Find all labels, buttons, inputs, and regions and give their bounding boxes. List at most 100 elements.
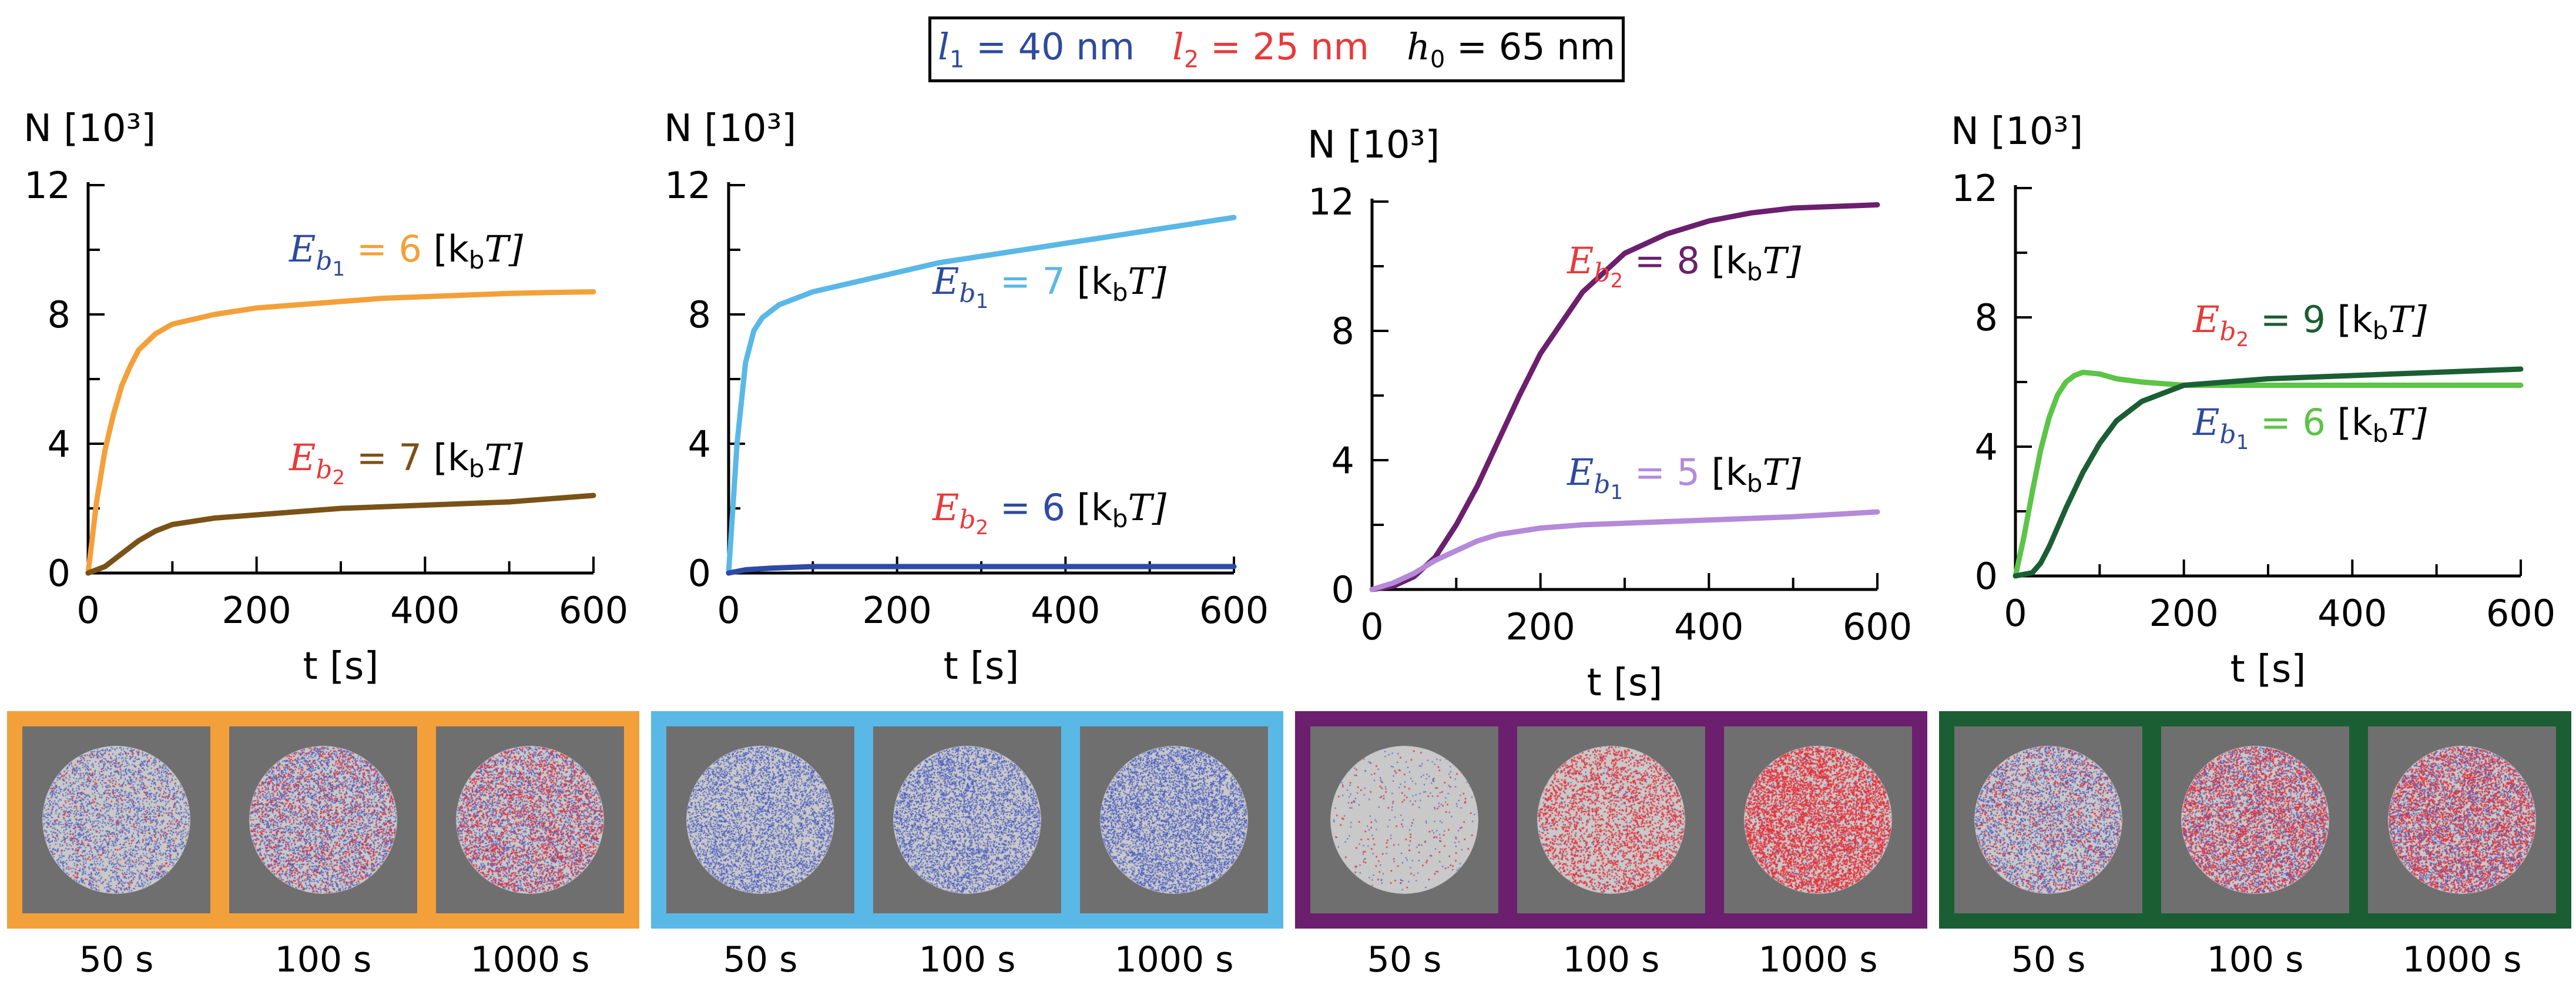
label-part: T] bbox=[484, 227, 523, 270]
label-part: E bbox=[932, 486, 959, 529]
label-part: = 5 bbox=[1623, 451, 1700, 494]
label-part: E bbox=[1567, 451, 1594, 494]
label-part: b bbox=[316, 246, 332, 276]
label-part: b bbox=[1594, 258, 1610, 288]
x-tick-label: 600 bbox=[559, 589, 628, 632]
snapshot-frame bbox=[229, 726, 417, 913]
snapshot-frame bbox=[1954, 726, 2142, 913]
series-label-2: Eb1 = 6 [kbT] bbox=[2192, 401, 2427, 454]
l2-subscript: 2 bbox=[1183, 46, 1199, 73]
snapshot-frame bbox=[2161, 726, 2349, 913]
membrane-disk bbox=[1974, 746, 2122, 894]
label-part: b bbox=[959, 279, 975, 309]
y-tick-label: 12 bbox=[24, 164, 71, 207]
y-tick-label: 8 bbox=[688, 293, 711, 336]
y-tick-label: 4 bbox=[48, 423, 71, 465]
x-tick-label: 400 bbox=[1674, 605, 1743, 648]
l1-param: l1 = 40 nm bbox=[938, 25, 1135, 73]
snapshot-time-label: 50 s bbox=[1367, 939, 1442, 980]
membrane-disk bbox=[2388, 746, 2536, 894]
snapshot-time-label: 100 s bbox=[2206, 939, 2304, 980]
snapshot-strip-2 bbox=[651, 711, 1283, 929]
snapshot-frame bbox=[873, 726, 1061, 913]
series-line-2 bbox=[2012, 366, 2524, 579]
label-part: = 9 bbox=[2249, 298, 2326, 341]
label-part: E bbox=[2192, 298, 2219, 341]
label-part: E bbox=[932, 260, 959, 303]
x-axis-label: t [s] bbox=[944, 645, 1019, 688]
label-part: [k bbox=[1065, 260, 1112, 303]
y-axis-label: N [10³] bbox=[24, 107, 156, 150]
series-label-1: Eb2 = 8 [kbT] bbox=[1567, 239, 1802, 293]
label-part: b bbox=[2373, 419, 2389, 448]
label-part: 2 bbox=[2236, 328, 2249, 351]
h0-symbol: h bbox=[1406, 25, 1430, 69]
label-part: [k bbox=[1700, 451, 1747, 494]
label-part: b bbox=[1594, 470, 1610, 500]
snapshot-frame bbox=[1310, 726, 1498, 913]
x-tick-label: 200 bbox=[222, 589, 291, 632]
label-part: T] bbox=[2388, 401, 2427, 444]
membrane-disk bbox=[893, 746, 1041, 894]
y-tick-label: 4 bbox=[1331, 439, 1354, 482]
label-part: b bbox=[1112, 504, 1128, 533]
membrane-disk bbox=[686, 746, 834, 894]
x-axis-label: t [s] bbox=[303, 645, 379, 688]
membrane-disk bbox=[1744, 746, 1892, 894]
h0-value: = 65 nm bbox=[1445, 25, 1615, 69]
label-part: 2 bbox=[333, 466, 346, 490]
label-part: b bbox=[1747, 257, 1763, 286]
snapshot-strip-3 bbox=[1295, 711, 1927, 929]
label-part: b bbox=[2219, 420, 2236, 450]
l2-value: = 25 nm bbox=[1199, 25, 1369, 69]
label-part: [k bbox=[1065, 486, 1112, 529]
label-part: [k bbox=[1700, 239, 1747, 282]
snapshot-frame bbox=[1724, 726, 1912, 913]
h0-param: h0 = 65 nm bbox=[1407, 25, 1615, 73]
snapshot-frame bbox=[1517, 726, 1705, 913]
label-part: 2 bbox=[976, 516, 989, 540]
membrane-disk bbox=[1100, 746, 1248, 894]
label-part: = 6 bbox=[988, 486, 1065, 529]
snapshot-frame bbox=[22, 726, 210, 913]
x-tick-label: 400 bbox=[1031, 589, 1100, 632]
label-part: b bbox=[2219, 317, 2236, 347]
membrane-disk bbox=[249, 746, 397, 894]
snapshot-time-label: 50 s bbox=[723, 939, 798, 980]
label-part: [k bbox=[2326, 401, 2373, 444]
snapshot-time-label: 1000 s bbox=[1114, 939, 1234, 980]
label-part: b bbox=[959, 505, 975, 535]
membrane-disk bbox=[1537, 746, 1685, 894]
y-tick-label: 0 bbox=[688, 552, 711, 595]
l2-symbol: l bbox=[1172, 25, 1184, 69]
y-tick-label: 4 bbox=[1975, 426, 1998, 468]
label-part: T] bbox=[1128, 260, 1166, 303]
y-tick-label: 4 bbox=[688, 423, 711, 465]
label-part: = 6 bbox=[345, 227, 422, 270]
y-tick-label: 0 bbox=[1331, 568, 1354, 611]
label-part: [k bbox=[422, 436, 469, 479]
label-part: T] bbox=[1762, 451, 1801, 494]
x-tick-label: 0 bbox=[76, 589, 99, 632]
label-part: T] bbox=[2388, 298, 2427, 341]
y-tick-label: 12 bbox=[1308, 180, 1354, 223]
series-line-1 bbox=[2012, 370, 2524, 579]
snapshot-time-label: 1000 s bbox=[470, 939, 590, 980]
series-label-2: Eb1 = 5 [kbT] bbox=[1567, 451, 1802, 504]
series-label-1: Eb1 = 7 [kbT] bbox=[932, 260, 1167, 313]
x-tick-label: 400 bbox=[390, 589, 459, 632]
y-tick-label: 8 bbox=[1331, 310, 1354, 353]
y-tick-label: 12 bbox=[1951, 167, 1998, 210]
label-part: E bbox=[289, 436, 316, 479]
snapshot-frame bbox=[666, 726, 854, 913]
series-label-2: Eb2 = 6 [kbT] bbox=[932, 486, 1167, 540]
label-part: = 7 bbox=[345, 436, 422, 479]
series-line-2 bbox=[85, 493, 596, 576]
label-part: b bbox=[316, 455, 332, 485]
label-part: 1 bbox=[1611, 481, 1624, 504]
snapshot-strip-4 bbox=[1939, 711, 2571, 929]
y-tick-label: 8 bbox=[48, 293, 71, 336]
